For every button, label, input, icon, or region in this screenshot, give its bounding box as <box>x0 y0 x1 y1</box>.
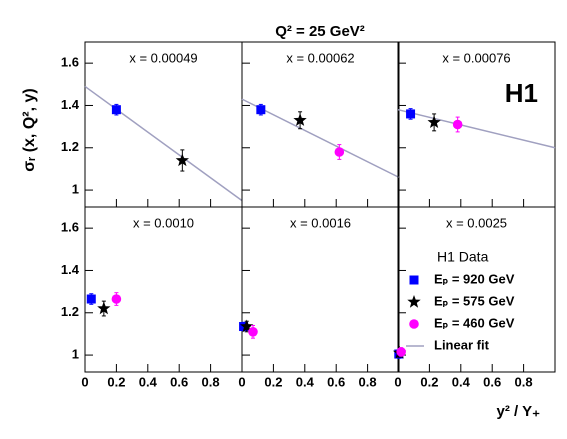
panel: 1 1.2 1.4 1.6 0 0.2 0.4 0.6 0.8 x = 0.0010 <box>61 206 243 389</box>
fit-line <box>241 98 400 179</box>
x-tick-label: 0.8 <box>202 374 220 389</box>
x-tick-label: 0.8 <box>515 374 533 389</box>
marker <box>409 319 419 329</box>
chart-title: Q² = 25 GeV² <box>275 23 365 40</box>
x-tick-label: 0.2 <box>264 374 282 389</box>
y-tick-label: 1.4 <box>61 97 80 112</box>
marker <box>452 119 463 130</box>
y-tick-label: 1.6 <box>61 220 79 235</box>
marker <box>97 301 111 315</box>
y-tick-label: 1.6 <box>61 55 79 70</box>
legend-label: Eₚ = 460 GeV <box>434 315 515 330</box>
x-tick-label: 0 <box>238 374 245 389</box>
x-tick-label: 0.6 <box>170 374 188 389</box>
marker <box>396 347 406 357</box>
marker <box>256 105 266 115</box>
x-tick-label: 0.4 <box>296 374 315 389</box>
panel-annotation: x = 0.00062 <box>286 50 354 65</box>
x-tick-label: 0.8 <box>359 374 377 389</box>
x-tick-label: 0.2 <box>420 374 438 389</box>
logo: H1 <box>505 78 538 108</box>
panel-frame <box>84 206 243 373</box>
panel-frame <box>241 41 400 208</box>
fit-line <box>84 85 243 202</box>
panel: 0 0.2 0.4 0.6 0.8 x = 0.0025 <box>392 206 556 389</box>
x-tick-label: 0 <box>81 374 88 389</box>
x-tick-label: 0.4 <box>452 374 471 389</box>
panel-frame <box>397 206 556 373</box>
y-tick-label: 1 <box>72 182 79 197</box>
legend-label: Eₚ = 920 GeV <box>434 271 515 286</box>
x-axis-label: y² / Y₊ <box>497 403 541 420</box>
marker <box>111 105 121 115</box>
y-tick-label: 1.2 <box>61 139 79 154</box>
marker <box>406 109 416 119</box>
panel: 1 1.2 1.4 1.6 x = 0.00049 <box>61 41 243 208</box>
marker <box>409 275 419 285</box>
legend-label: Linear fit <box>434 337 490 352</box>
panel-annotation: x = 0.00076 <box>442 50 510 65</box>
fit-line <box>397 108 556 149</box>
legend-label: Eₚ = 575 GeV <box>434 293 515 308</box>
panel-annotation: x = 0.0016 <box>290 215 351 230</box>
marker <box>111 294 122 304</box>
panel-annotation: x = 0.00049 <box>129 50 197 65</box>
x-tick-label: 0.4 <box>139 374 158 389</box>
panel-annotation: x = 0.0025 <box>446 215 507 230</box>
panel: x = 0.00062 <box>241 41 400 208</box>
x-tick-label: 0.2 <box>107 374 125 389</box>
marker <box>334 147 345 157</box>
marker <box>240 319 254 333</box>
marker <box>293 113 307 126</box>
y-axis-label: σᵣ (x, Q², y) <box>21 88 38 171</box>
x-tick-label: 0.6 <box>483 374 501 389</box>
panel-frame <box>241 206 400 373</box>
panel-annotation: x = 0.0010 <box>133 215 194 230</box>
marker <box>407 295 421 308</box>
legend: H1 Data Eₚ = 920 GeV Eₚ = 575 GeV Eₚ = 460 … <box>406 249 515 352</box>
y-tick-label: 1 <box>72 347 79 362</box>
marker <box>248 327 258 337</box>
panel: 0 0.2 0.4 0.6 0.8 x = 0.0016 <box>238 206 400 389</box>
marker <box>175 153 189 167</box>
panel-frame <box>397 41 556 208</box>
panel-frame <box>84 41 243 208</box>
marker <box>427 115 441 128</box>
y-tick-label: 1.4 <box>61 262 80 277</box>
legend-title: H1 Data <box>437 249 489 265</box>
panel: x = 0.00076 <box>397 41 556 208</box>
marker <box>86 294 96 304</box>
y-tick-label: 1.2 <box>61 304 79 319</box>
x-tick-label: 0 <box>394 374 401 389</box>
x-tick-label: 0.6 <box>327 374 345 389</box>
